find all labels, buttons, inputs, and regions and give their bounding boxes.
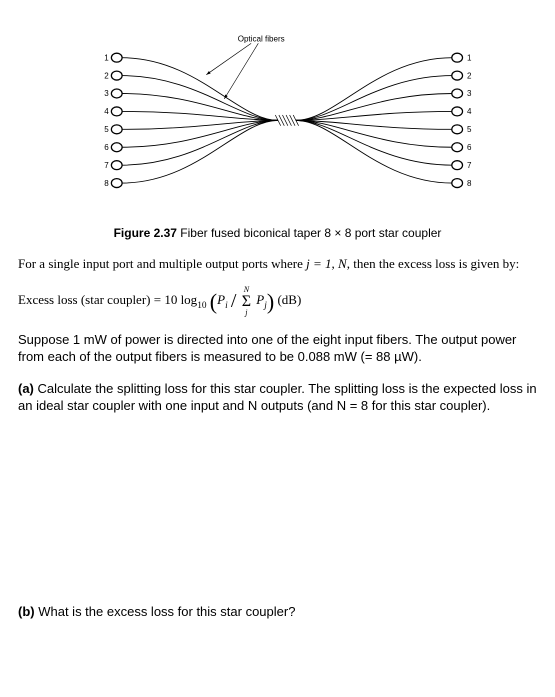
svg-text:Optical fibers: Optical fibers <box>237 35 284 44</box>
svg-text:4: 4 <box>104 107 109 116</box>
divider-slash: / <box>231 293 237 309</box>
excess-loss-formula: Excess loss (star coupler) = 10 log10 (P… <box>18 286 537 316</box>
formula-lead: Excess loss (star coupler) = 10 log <box>18 292 197 307</box>
svg-text:3: 3 <box>467 89 472 98</box>
suppose-paragraph: Suppose 1 mW of power is directed into o… <box>18 331 537 366</box>
part-b: (b) What is the excess loss for this sta… <box>18 603 537 621</box>
part-a-label: (a) <box>18 381 34 396</box>
svg-text:2: 2 <box>104 71 109 80</box>
svg-text:4: 4 <box>467 107 472 116</box>
excess-intro-text: For a single input port and multiple out… <box>18 256 306 271</box>
formula-Pi: P <box>217 292 225 307</box>
sigma-symbol: Σ <box>242 294 251 309</box>
svg-text:8: 8 <box>104 179 109 188</box>
formula-dB: (dB) <box>274 292 301 307</box>
vertical-gap <box>18 429 537 589</box>
svg-text:3: 3 <box>104 89 109 98</box>
part-a: (a) Calculate the splitting loss for thi… <box>18 380 537 415</box>
svg-text:8: 8 <box>467 179 472 188</box>
excess-intro-after: , then the excess loss is given by: <box>347 256 520 271</box>
svg-text:7: 7 <box>104 161 109 170</box>
big-paren-open: ( <box>210 293 217 311</box>
figure-container: 1 2 3 4 5 6 7 8 1 2 3 4 5 6 7 8 Optical fibers <box>18 20 537 215</box>
star-coupler-figure: 1 2 3 4 5 6 7 8 1 2 3 4 5 6 7 8 Optical fibers <box>63 20 493 210</box>
svg-text:1: 1 <box>104 53 109 62</box>
svg-text:6: 6 <box>467 143 472 152</box>
part-a-text: Calculate the splitting loss for this st… <box>18 381 537 414</box>
sigma-bottom: j <box>242 309 251 317</box>
svg-text:1: 1 <box>467 53 472 62</box>
excess-loss-intro: For a single input port and multiple out… <box>18 255 537 273</box>
caption-text: Fiber fused biconical taper 8 × 8 port s… <box>177 226 441 240</box>
suppose-text: Suppose 1 mW of power is directed into o… <box>18 332 516 365</box>
part-b-label: (b) <box>18 604 35 619</box>
formula-log-sub: 10 <box>197 301 206 311</box>
excess-intro-math: j = 1, N <box>306 256 347 271</box>
svg-text:6: 6 <box>104 143 109 152</box>
part-b-text: What is the excess loss for this star co… <box>35 604 296 619</box>
caption-figure-number: Figure 2.37 <box>114 226 177 240</box>
svg-text:5: 5 <box>104 125 109 134</box>
figure-caption: Figure 2.37 Fiber fused biconical taper … <box>18 225 537 241</box>
svg-text:7: 7 <box>467 161 472 170</box>
svg-text:2: 2 <box>467 71 472 80</box>
svg-text:5: 5 <box>467 125 472 134</box>
formula-Pi-sub: i <box>225 301 228 311</box>
sigma-stack: N Σ j <box>242 286 251 316</box>
